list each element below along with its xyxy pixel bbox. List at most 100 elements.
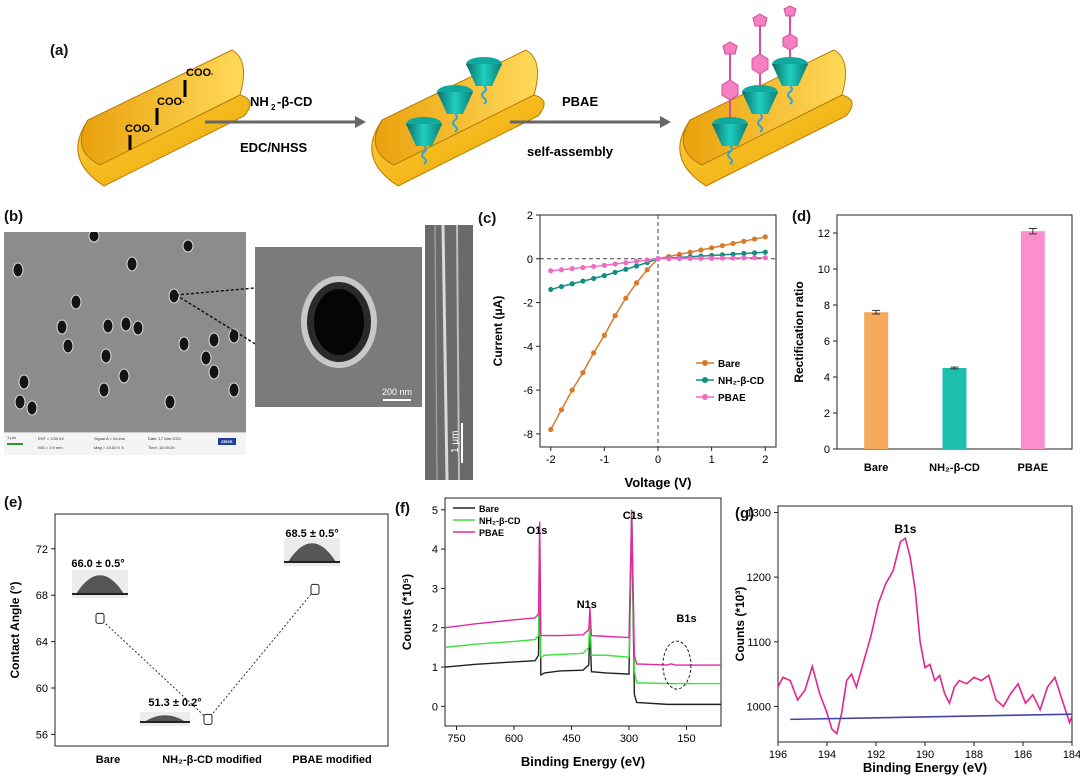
y-tick-label: 1300: [747, 507, 771, 519]
y-tick-label: 72: [36, 544, 48, 556]
legend-marker: [702, 394, 708, 400]
panel-label-g: (g): [735, 505, 755, 522]
data-point: [580, 278, 586, 284]
channel-1: [77, 49, 251, 187]
data-point: [95, 612, 105, 624]
pbae-guest: [782, 5, 798, 58]
sem-eht: EHT = 3.00 kV: [38, 436, 65, 441]
x-tick-label: 600: [505, 733, 523, 745]
y-tick-label: 64: [36, 637, 48, 649]
legend-label: NH₂-β-CD: [479, 516, 521, 526]
y-axis-label: Current (μA): [491, 296, 505, 367]
legend-label: PBAE: [479, 528, 504, 538]
data-point: [719, 255, 725, 261]
x-tick-label: 150: [677, 733, 695, 745]
sem-date: Date: 17 Mar 2021: [148, 436, 182, 441]
data-point: [751, 250, 758, 256]
x-axis-label: Voltage (V): [625, 475, 692, 490]
y-tick-label: 10: [818, 264, 830, 276]
x-tick-label: 188: [965, 749, 983, 761]
sem-scale-bar: [7, 443, 23, 445]
x-axis-label: Binding Energy (eV): [863, 760, 987, 775]
step1-reagent: NH: [250, 94, 269, 109]
data-point: [687, 249, 693, 255]
pbae-guest: [751, 13, 769, 86]
y-tick-label: 6: [824, 336, 830, 348]
data-point: [569, 281, 575, 287]
data-point: [730, 255, 736, 261]
x-tick-label: -2: [546, 454, 556, 466]
chart-g-xps-b1s: 196 194 192 190 188 186 184 1000 1100 1200 1300 Bin…: [735, 505, 1080, 775]
data-point: [762, 249, 768, 255]
y-tick-label: 8: [824, 300, 830, 312]
data-point: [741, 250, 747, 257]
schematic-a: COO - COO - COO - NH 2 -β-CD EDC/NHSS: [77, 5, 853, 187]
contact-angle-annotation: 51.3 ± 0.2°: [148, 697, 201, 709]
step2-conditions: self-assembly: [527, 144, 614, 159]
sem-info-bar: 1 μm EHT = 3.00 kV WD = 3.9 mm Signal A …: [4, 432, 246, 455]
data-point: [730, 251, 736, 257]
sem-scale-text: 1 μm: [7, 435, 16, 440]
y-tick-label: 1100: [747, 637, 771, 649]
droplet: [76, 575, 124, 594]
y-axis-label: Rectification ratio: [792, 281, 806, 382]
x-tick-label: 194: [818, 749, 836, 761]
cyclodextrin-cup: [742, 85, 778, 133]
x-tick-label: 2: [762, 454, 768, 466]
plot-frame: [444, 497, 722, 727]
data-point: [644, 257, 650, 263]
droplet: [144, 715, 186, 722]
data-point: [741, 255, 747, 261]
y-tick-label: -6: [523, 385, 533, 397]
data-point: [655, 256, 661, 262]
step1-conditions: EDC/NHSS: [240, 140, 308, 155]
data-point: [709, 255, 715, 261]
data-point: [623, 266, 629, 272]
panel-label-d: (d): [792, 208, 812, 225]
y-tick-label: 2: [824, 408, 830, 420]
y-tick-label: 1: [432, 662, 438, 674]
chart-c-iv-curves: -2 -1 0 1 2 -8 -6 -4 -2 0 2 Voltage (V) Current (μA)…: [491, 210, 777, 490]
category-label: Bare: [96, 754, 120, 766]
data-point: [612, 269, 618, 275]
data-point: [580, 264, 586, 271]
series-line: [777, 537, 1073, 736]
y-axis-label: Counts (*10⁵): [400, 574, 414, 650]
data-point: [687, 255, 693, 262]
data-point: [601, 262, 607, 268]
data-point: [666, 256, 672, 262]
data-point: [310, 583, 320, 595]
zeiss-logo: ZEISS: [218, 438, 236, 445]
coo-label: COO: [186, 67, 212, 79]
x-tick-label: 184: [1063, 749, 1080, 761]
panel-label-c: (c): [478, 210, 497, 227]
y-tick-label: 0: [527, 254, 533, 266]
peak-label: B1s: [894, 522, 916, 536]
x-tick-label: 190: [916, 749, 934, 761]
data-point: [612, 313, 618, 319]
panel-label-e: (e): [4, 494, 23, 511]
data-point: [569, 266, 575, 272]
data-point: [762, 234, 768, 240]
bar: [942, 368, 967, 449]
data-point: [644, 267, 650, 273]
data-point: [203, 713, 213, 725]
x-axis-label: Binding Energy (eV): [521, 754, 645, 769]
y-tick-label: 60: [36, 683, 48, 695]
category-label: Bare: [864, 462, 888, 474]
x-tick-label: 0: [655, 454, 661, 466]
coo-label: COO: [125, 123, 151, 135]
peak-label: C1s: [623, 510, 643, 522]
peak-label: N1s: [577, 599, 597, 611]
y-tick-label: 1200: [747, 572, 771, 584]
y-tick-label: -4: [523, 341, 533, 353]
sem-cross-scale-label: 1 μm: [450, 431, 461, 453]
cyclodextrin-cup: [466, 57, 502, 105]
contact-angle-annotation: 66.0 ± 0.5°: [71, 558, 124, 570]
category-label: NH₂-β-CD: [929, 462, 980, 474]
y-axis-label: Contact Angle (°): [8, 581, 22, 678]
x-tick-label: 196: [769, 749, 787, 761]
step2-reagent: PBAE: [562, 94, 598, 109]
y-tick-label: 12: [818, 228, 830, 240]
bar: [1020, 231, 1045, 449]
